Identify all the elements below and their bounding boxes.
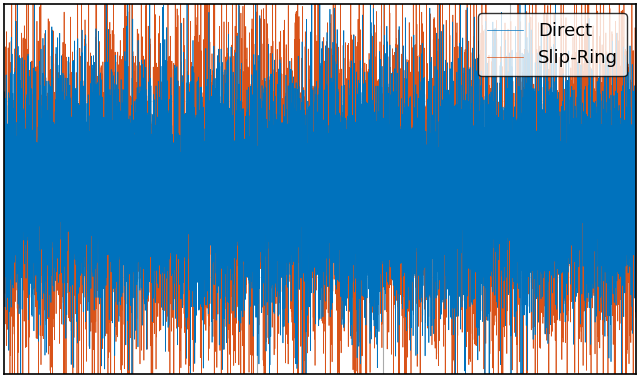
Direct	[124, 190, 132, 195]
Direct	[1, 156, 8, 161]
Direct	[632, 147, 639, 152]
Slip-Ring	[38, 164, 46, 169]
Slip-Ring	[1, 240, 8, 245]
Slip-Ring	[3, 177, 11, 182]
Slip-Ring	[309, 84, 317, 88]
Line: Slip-Ring: Slip-Ring	[4, 0, 636, 378]
Legend: Direct, Slip-Ring: Direct, Slip-Ring	[478, 13, 627, 76]
Line: Direct: Direct	[4, 0, 636, 378]
Direct	[3, 231, 11, 235]
Slip-Ring	[632, 315, 639, 319]
Direct	[38, 214, 46, 218]
Slip-Ring	[598, 268, 606, 273]
Slip-Ring	[124, 185, 132, 190]
Direct	[598, 161, 606, 166]
Direct	[26, 166, 34, 171]
Slip-Ring	[26, 186, 34, 191]
Direct	[309, 147, 317, 152]
